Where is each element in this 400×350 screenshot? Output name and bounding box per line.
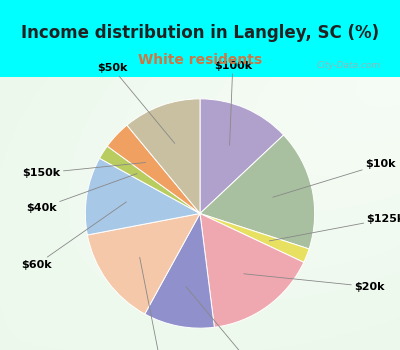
Wedge shape xyxy=(100,146,200,214)
Text: $125k: $125k xyxy=(269,214,400,241)
Wedge shape xyxy=(107,125,200,214)
Text: City-Data.com: City-Data.com xyxy=(316,61,380,70)
Text: $10k: $10k xyxy=(273,159,396,197)
Wedge shape xyxy=(200,214,309,262)
Text: $50k: $50k xyxy=(98,63,175,144)
Text: $100k: $100k xyxy=(214,61,252,145)
Text: White residents: White residents xyxy=(138,52,262,66)
Wedge shape xyxy=(200,135,315,249)
Text: $60k: $60k xyxy=(21,202,126,270)
Text: Income distribution in Langley, SC (%): Income distribution in Langley, SC (%) xyxy=(21,24,379,42)
Text: $40k: $40k xyxy=(26,174,137,213)
Wedge shape xyxy=(200,99,284,214)
Text: $75k: $75k xyxy=(186,287,268,350)
Text: $30k: $30k xyxy=(140,257,177,350)
Wedge shape xyxy=(127,99,200,214)
Wedge shape xyxy=(200,214,304,327)
Wedge shape xyxy=(87,214,200,314)
Wedge shape xyxy=(85,158,200,235)
Wedge shape xyxy=(145,214,214,328)
Text: $20k: $20k xyxy=(244,274,384,292)
Text: $150k: $150k xyxy=(22,162,146,178)
